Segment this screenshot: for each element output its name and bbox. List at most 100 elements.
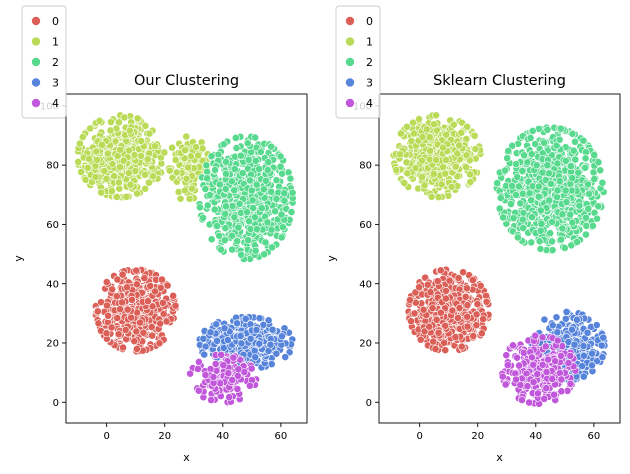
y-tick-label: 0 xyxy=(366,398,372,409)
scatter-point xyxy=(76,139,84,148)
scatter-point xyxy=(145,178,153,187)
scatter-point xyxy=(425,322,434,331)
scatter-point xyxy=(184,163,193,172)
scatter-point xyxy=(525,398,533,407)
x-tick-label: 0 xyxy=(103,431,109,442)
scatter-point xyxy=(108,160,117,168)
scatter-point xyxy=(426,146,435,155)
scatter-point xyxy=(397,129,405,138)
scatter-points xyxy=(74,111,297,407)
scatter-point xyxy=(280,189,289,198)
scatter-point xyxy=(428,304,437,313)
scatter-point xyxy=(261,238,270,247)
scatter-point xyxy=(548,218,557,226)
scatter-point xyxy=(235,199,244,208)
scatter-point xyxy=(174,188,183,196)
scatter-point xyxy=(536,226,545,235)
scatter-point xyxy=(114,330,123,339)
scatter-point xyxy=(527,196,536,205)
scatter-point xyxy=(287,208,296,216)
scatter-point xyxy=(159,310,168,318)
scatter-point xyxy=(462,151,471,160)
scatter-point xyxy=(451,162,460,171)
scatter-point xyxy=(546,229,555,238)
scatter-point xyxy=(596,166,605,175)
scatter-point xyxy=(515,361,524,370)
legend-label: 3 xyxy=(366,77,373,90)
scatter-point xyxy=(148,302,157,311)
scatter-point xyxy=(471,145,480,153)
scatter-point xyxy=(455,141,464,150)
scatter-point xyxy=(122,192,131,201)
scatter-point xyxy=(540,138,548,147)
legend-label: 1 xyxy=(52,36,59,49)
scatter-point xyxy=(91,173,100,181)
scatter-point xyxy=(512,160,520,168)
scatter-point xyxy=(582,213,590,222)
scatter-point xyxy=(553,328,562,337)
scatter-point xyxy=(156,283,165,292)
scatter-point xyxy=(434,193,443,202)
scatter-point xyxy=(241,314,250,323)
scatter-point xyxy=(553,193,561,201)
scatter-point xyxy=(222,158,231,166)
scatter-point xyxy=(180,154,189,163)
scatter-point xyxy=(145,129,154,138)
scatter-point xyxy=(102,329,111,338)
scatter-point xyxy=(201,371,210,379)
scatter-point xyxy=(558,210,567,219)
scatter-point xyxy=(212,320,221,329)
scatter-point xyxy=(203,174,211,183)
scatter-point xyxy=(402,158,411,167)
scatter-point xyxy=(439,163,447,171)
scatter-point xyxy=(252,180,261,189)
scatter-point xyxy=(116,305,124,314)
scatter-point xyxy=(192,143,200,151)
scatter-point xyxy=(199,213,208,222)
scatter-point xyxy=(574,168,583,177)
scatter-point xyxy=(137,137,145,145)
scatter-point xyxy=(547,179,555,188)
y-tick-label: 80 xyxy=(359,161,372,172)
scatter-point xyxy=(210,205,219,214)
scatter-point xyxy=(589,168,598,177)
series-1 xyxy=(389,111,485,202)
scatter-point xyxy=(229,353,238,362)
scatter-point xyxy=(499,213,507,222)
scatter-point xyxy=(548,321,557,330)
legend-label: 1 xyxy=(366,36,373,49)
scatter-point xyxy=(221,185,230,193)
series-2 xyxy=(492,123,608,255)
scatter-point xyxy=(224,336,232,344)
scatter-point xyxy=(454,314,462,322)
scatter-point xyxy=(543,161,552,170)
scatter-point xyxy=(228,202,237,210)
scatter-point xyxy=(233,237,242,246)
scatter-point xyxy=(417,156,426,165)
scatter-point xyxy=(119,343,127,352)
scatter-point xyxy=(436,308,445,317)
series-2 xyxy=(195,132,297,263)
scatter-point xyxy=(102,278,111,286)
scatter-point xyxy=(163,281,172,290)
x-tick-label: 0 xyxy=(416,431,422,442)
scatter-point xyxy=(228,376,237,384)
scatter-point xyxy=(528,353,536,362)
scatter-point xyxy=(570,340,579,349)
scatter-point xyxy=(263,218,272,227)
scatter-point xyxy=(410,129,418,138)
scatter-point xyxy=(434,328,443,337)
scatter-point xyxy=(83,163,92,172)
scatter-point xyxy=(534,389,542,398)
scatter-point xyxy=(278,223,287,232)
scatter-point xyxy=(115,178,123,187)
scatter-point xyxy=(132,266,141,275)
scatter-point xyxy=(103,149,112,158)
scatter-point xyxy=(407,317,415,326)
scatter-point xyxy=(139,328,148,337)
scatter-point xyxy=(432,315,441,324)
scatter-point xyxy=(149,172,157,181)
scatter-point xyxy=(266,340,275,349)
